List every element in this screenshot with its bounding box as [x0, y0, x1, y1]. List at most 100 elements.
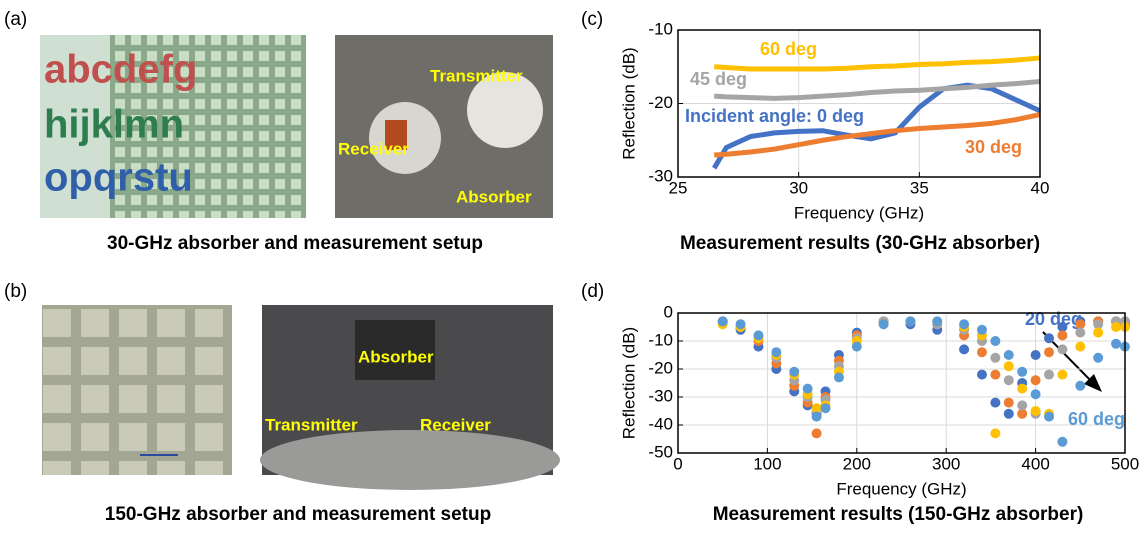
scatter-point: [789, 366, 800, 377]
chart-title: Measurement results (30-GHz absorber): [680, 233, 1040, 254]
line-series: [714, 55, 1041, 72]
photo-detail: [385, 120, 407, 150]
scatter-point: [820, 403, 831, 414]
scatter-point: [753, 330, 764, 341]
panel-label: (d): [581, 281, 604, 302]
scatter-point: [1044, 369, 1055, 380]
scatter-point: [717, 316, 728, 327]
scatter-point: [1003, 350, 1014, 360]
scatter-point: [1057, 322, 1068, 332]
scatter-point: [1093, 352, 1104, 363]
scatter-point: [976, 324, 987, 335]
scatter-point: [878, 319, 889, 330]
scatter-point: [976, 369, 987, 380]
y-axis-label: Reflection (dB): [619, 327, 638, 439]
x-tick-label: 0: [673, 454, 682, 473]
x-tick-label: 500: [1111, 454, 1139, 473]
arrow-head: [1084, 374, 1102, 392]
y-axis-label: Reflection (dB): [619, 47, 638, 159]
plot-frame: [677, 312, 1126, 454]
photo-pattern: [110, 35, 306, 218]
y-tick-label: -50: [648, 442, 673, 461]
photo-label: Transmitter: [430, 66, 523, 85]
scatter-point: [1075, 319, 1086, 330]
scatter-point: [1030, 406, 1041, 416]
photo-label: Receiver: [338, 139, 409, 158]
scatter-point: [990, 428, 1001, 439]
scatter-point: [1044, 411, 1055, 422]
photo-label: Receiver: [420, 415, 491, 434]
scatter-point: [990, 352, 1001, 363]
scatter-point: [1093, 327, 1104, 338]
scatter-point: [851, 341, 862, 352]
scatter-point: [1003, 375, 1014, 386]
scatter-point: [1030, 350, 1041, 360]
scatter-point: [1017, 383, 1028, 394]
scatter-point: [1075, 327, 1086, 338]
scatter-point: [1057, 344, 1068, 355]
plot-frame: [677, 29, 1041, 178]
scatter-point: [1030, 389, 1041, 400]
scatter-point: [811, 403, 822, 414]
line-series: [714, 78, 1041, 101]
scatter-point: [1003, 397, 1014, 408]
photo-detail: [467, 72, 543, 148]
caption: 30-GHz absorber and measurement setup: [107, 233, 483, 254]
x-tick-label: 35: [910, 178, 929, 197]
series-label: 30 deg: [965, 137, 1022, 157]
scatter-point: [1093, 319, 1104, 330]
scatter-point: [1003, 361, 1014, 372]
photo-label: Absorber: [358, 347, 434, 366]
y-tick-label: -10: [648, 19, 673, 38]
y-tick-label: -20: [648, 358, 673, 377]
photo-letters: opqrstu: [44, 156, 193, 200]
scatter-point: [1111, 338, 1122, 349]
x-tick-label: 30: [789, 178, 808, 197]
scatter-point: [1075, 380, 1086, 391]
scatter-point: [905, 316, 916, 327]
y-tick-label: 0: [664, 302, 673, 321]
scatter-point: [932, 316, 943, 327]
x-tick-label: 300: [932, 454, 960, 473]
y-tick-label: -10: [648, 330, 673, 349]
scatter-point: [771, 347, 782, 358]
x-tick-label: 25: [669, 178, 688, 197]
scatter-point: [735, 319, 746, 330]
scatter-point: [990, 369, 1001, 380]
x-tick-label: 40: [1031, 178, 1050, 197]
photo-detail: [355, 320, 435, 380]
panel-label: (a): [4, 9, 27, 30]
scatter-point: [1075, 341, 1086, 352]
y-tick-label: -30: [648, 386, 673, 405]
scatter-point: [1017, 400, 1028, 411]
photo-letters: abcdefg: [44, 48, 197, 92]
photo-detail: [260, 430, 560, 490]
scatter-point: [959, 344, 970, 355]
series-label: 20 deg: [1025, 309, 1082, 329]
scatter-point: [990, 336, 1001, 346]
scatter-point: [1030, 375, 1041, 386]
line-series: [714, 112, 1041, 158]
scatter-point: [811, 428, 822, 439]
scatter-point: [802, 383, 813, 394]
photo-label: Absorber: [456, 187, 532, 206]
photo-label: Transmitter: [265, 415, 358, 434]
photo-letters: hijklmn: [44, 103, 184, 147]
x-axis-label: Frequency (GHz): [836, 479, 966, 498]
series-label: 60 deg: [760, 39, 817, 59]
scatter-point: [1111, 322, 1122, 332]
scatter-point: [959, 319, 970, 330]
y-tick-label: -30: [648, 166, 673, 185]
scatter-point: [1003, 408, 1014, 419]
chart-title: Measurement results (150-GHz absorber): [713, 504, 1084, 525]
scatter-point: [1017, 408, 1028, 419]
scatter-point: [1044, 333, 1055, 344]
series-label: 60 deg: [1068, 409, 1125, 429]
scatter-point: [833, 372, 844, 383]
series-label: 45 deg: [690, 69, 747, 89]
y-tick-label: -20: [648, 93, 673, 112]
photo: [42, 305, 232, 475]
x-tick-label: 200: [843, 454, 871, 473]
